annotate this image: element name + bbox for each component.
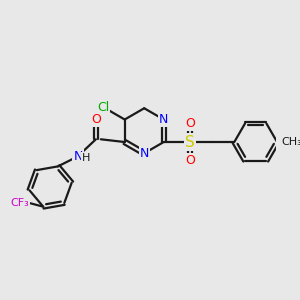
- Text: CF₃: CF₃: [11, 197, 29, 208]
- Text: O: O: [185, 154, 195, 167]
- Text: O: O: [91, 113, 101, 126]
- Text: CH₃: CH₃: [281, 137, 300, 147]
- Text: O: O: [185, 117, 195, 130]
- Text: Cl: Cl: [97, 101, 110, 114]
- Text: N: N: [73, 150, 83, 163]
- Text: S: S: [185, 134, 195, 149]
- Text: N: N: [159, 113, 168, 126]
- Text: N: N: [140, 147, 149, 160]
- Text: H: H: [82, 153, 90, 163]
